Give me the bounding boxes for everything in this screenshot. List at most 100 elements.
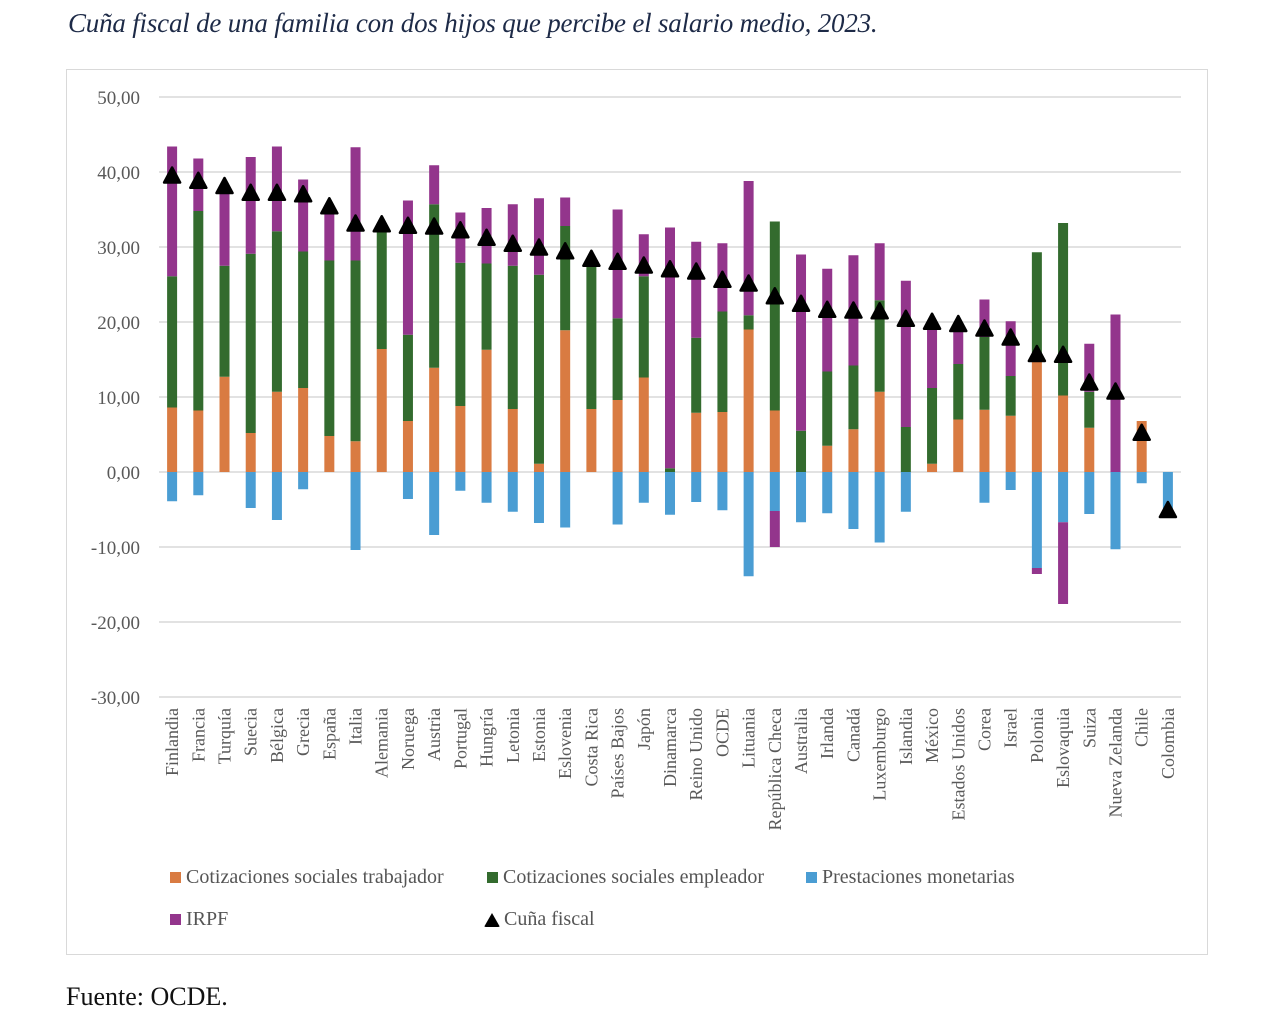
bar-segment [1058,522,1069,604]
bar-segment [612,318,623,400]
bar-segment [1031,472,1042,568]
x-tick-label: República Checa [765,708,785,830]
x-tick-label: Alemania [372,708,392,778]
bar-segment [219,265,230,377]
cuna-fiscal-marker [424,217,444,235]
cuna-fiscal-marker [241,183,260,201]
cuna-fiscal-marker [791,294,811,312]
cuna-fiscal-marker [529,238,549,256]
bar-segment [1136,421,1147,472]
cuna-fiscal-marker [896,309,916,327]
cuna-fiscal-marker [634,256,654,274]
cuna-fiscal-marker [739,274,758,292]
bar-segment [271,472,282,520]
bar-segment [796,430,807,472]
triangle-marker-icon [484,912,500,927]
bar-segment [429,165,440,205]
cuna-fiscal-marker [765,287,785,305]
x-tick-label: México [922,708,942,763]
bar-segment [822,371,833,446]
bar-segment [193,410,204,472]
bar-segment [193,211,204,411]
bar-segment [638,472,649,503]
bar-segment [953,327,964,364]
cuna-fiscal-marker [844,301,863,319]
cuna-fiscal-marker [1001,328,1020,346]
bar-segment [1005,415,1016,472]
bar-segment [167,146,178,277]
bar-segment [769,410,780,472]
cuna-fiscal-marker [451,221,470,239]
x-tick-label: Bélgica [267,708,287,763]
bar-segment [717,412,728,472]
bar-segment [927,463,938,472]
bar-segment [324,205,335,261]
cuna-fiscal-marker [1027,344,1047,363]
bar-segment [1058,223,1069,396]
cuna-fiscal-marker [922,312,942,330]
bar-segment [665,468,675,472]
x-tick-label: Finlandia [162,708,182,776]
bar-segment [271,231,282,392]
bar-segment [638,377,649,472]
cuna-fiscal-marker [346,214,365,232]
y-tick-label: 40,00 [97,163,140,184]
x-tick-label: Países Bajos [608,708,628,799]
source-note: Fuente: OCDE. [66,982,228,1011]
cuna-fiscal-marker [398,216,418,234]
bar-segment [193,472,204,496]
bar-segment [429,204,440,368]
bar-segment [376,349,387,472]
cuna-fiscal-marker [1053,345,1073,363]
bar-segment [927,325,938,388]
x-tick-label: España [319,708,339,760]
bar-segment [455,472,466,491]
cuna-fiscal-marker [189,171,208,189]
cuna-fiscal-marker [686,262,706,280]
cuna-fiscal-marker [372,215,391,233]
x-tick-label: Canadá [843,708,863,762]
y-tick-label: -30,00 [91,688,140,709]
bar-segment [560,226,571,331]
x-tick-label: Chile [1132,708,1152,747]
bar-segment [402,472,413,499]
bar-segment [1005,321,1016,376]
bar-segment [979,299,990,337]
bar-segment [586,409,597,472]
bar-segment [350,472,361,550]
bar-segment [874,391,885,472]
bar-segment [638,234,649,277]
legend-item-prestaciones: Prestaciones monetarias [806,866,1015,889]
bar-segment [1162,472,1173,512]
cuna-fiscal-marker [1106,382,1125,400]
bar-segment [769,472,780,511]
bar-segment [533,274,544,464]
cuna-fiscal-marker [1080,373,1099,391]
bar-segment [271,391,282,472]
x-tick-label: Nueva Zelanda [1105,708,1125,817]
bar-segment [350,260,361,442]
bar-segment [324,436,335,472]
bar-segment [743,329,754,472]
bar-segment [665,472,675,515]
bar-segment [691,412,702,472]
bar-segment [979,337,990,410]
x-tick-label: Costa Rica [581,708,601,787]
bar-segment [507,472,518,512]
x-tick-label: Reino Unido [686,708,706,801]
bar-segment [298,179,309,252]
bar-segment [1058,472,1069,523]
x-tick-label: Noruega [398,708,418,770]
cuna-fiscal-marker [975,319,994,337]
x-tick-label: Austria [424,708,444,761]
legend-label: Cotizaciones sociales empleador [503,866,765,888]
bar-segment [953,364,964,420]
cuna-fiscal-marker [267,183,287,201]
cuna-fiscal-marker [870,302,889,320]
x-tick-label: Israel [1001,708,1021,748]
bar-segment [743,181,754,316]
cuna-fiscal-marker [608,252,627,270]
bar-segment [953,419,964,472]
x-tick-label: Francia [188,708,208,762]
bar-segment [507,265,518,409]
